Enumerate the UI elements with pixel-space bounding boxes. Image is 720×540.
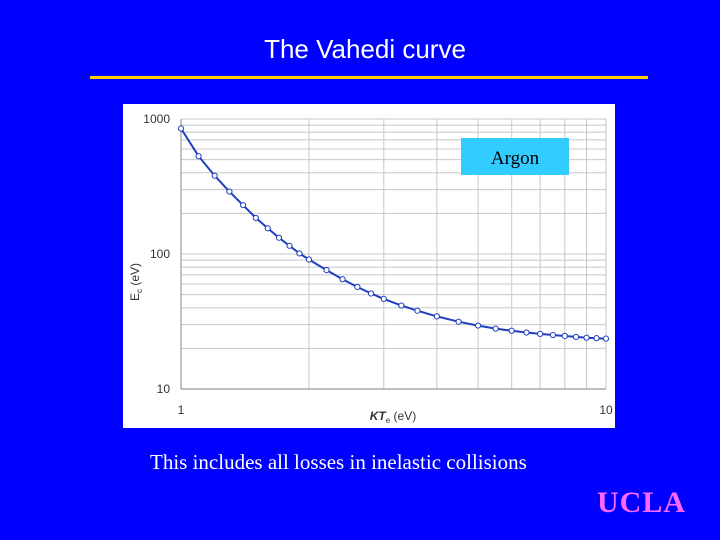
y-axis-label: Ec (eV) [128, 263, 144, 301]
argon-label: Argon [491, 148, 540, 169]
argon-label-box [461, 138, 569, 175]
data-point [367, 290, 375, 297]
data-point [523, 329, 530, 336]
data-point [177, 125, 185, 132]
y-axis-label-sub: c [135, 289, 144, 293]
data-point [240, 202, 247, 209]
data-point [572, 333, 580, 341]
data-point [211, 172, 218, 179]
data-point [323, 266, 330, 274]
y-axis-label-main: E [128, 293, 142, 301]
x-axis-label-sub: e [386, 416, 391, 425]
data-point [296, 250, 303, 257]
data-point [455, 318, 462, 325]
ucla-logo: UCLA [596, 486, 686, 519]
data-point [195, 153, 202, 160]
data-point [492, 325, 499, 332]
vahedi-chart: 1000 100 10 1 10 Ec (eV) KTe (eV) Argon [128, 112, 613, 425]
data-point [414, 307, 421, 314]
data-point [537, 330, 544, 337]
data-point [305, 256, 313, 263]
title-rule [90, 76, 648, 79]
y-tick-label: 10 [157, 382, 171, 396]
data-point [593, 335, 600, 342]
data-point [474, 322, 482, 329]
y-axis-label-unit: (eV) [128, 263, 142, 289]
y-tick-label: 100 [150, 247, 170, 261]
data-point [508, 327, 515, 334]
slide-title: The Vahedi curve [264, 34, 466, 64]
data-markers [177, 125, 610, 342]
data-point [380, 295, 387, 302]
chart-panel: 1000 100 10 1 10 Ec (eV) KTe (eV) Argon [123, 104, 615, 428]
data-point [354, 283, 361, 291]
data-point [398, 302, 405, 309]
y-tick-label: 1000 [143, 112, 170, 126]
data-point [286, 242, 293, 249]
caption: This includes all losses in inelastic co… [150, 450, 527, 474]
data-point [226, 188, 233, 195]
data-point [275, 234, 283, 241]
data-point [549, 331, 557, 339]
data-point [583, 334, 590, 341]
data-point [264, 225, 271, 232]
data-point [339, 276, 346, 283]
tick-labels: 1000 100 10 1 10 [143, 112, 613, 417]
axes [180, 119, 606, 390]
data-point [561, 332, 568, 340]
data-point [433, 313, 440, 320]
data-point [252, 214, 259, 222]
x-tick-label: 10 [599, 403, 613, 417]
data-point [602, 335, 610, 342]
x-tick-label: 1 [178, 403, 185, 417]
x-axis-label-unit: (eV) [390, 409, 416, 423]
x-axis-label-main: KT [370, 409, 388, 423]
x-axis-label: KTe (eV) [370, 409, 416, 425]
